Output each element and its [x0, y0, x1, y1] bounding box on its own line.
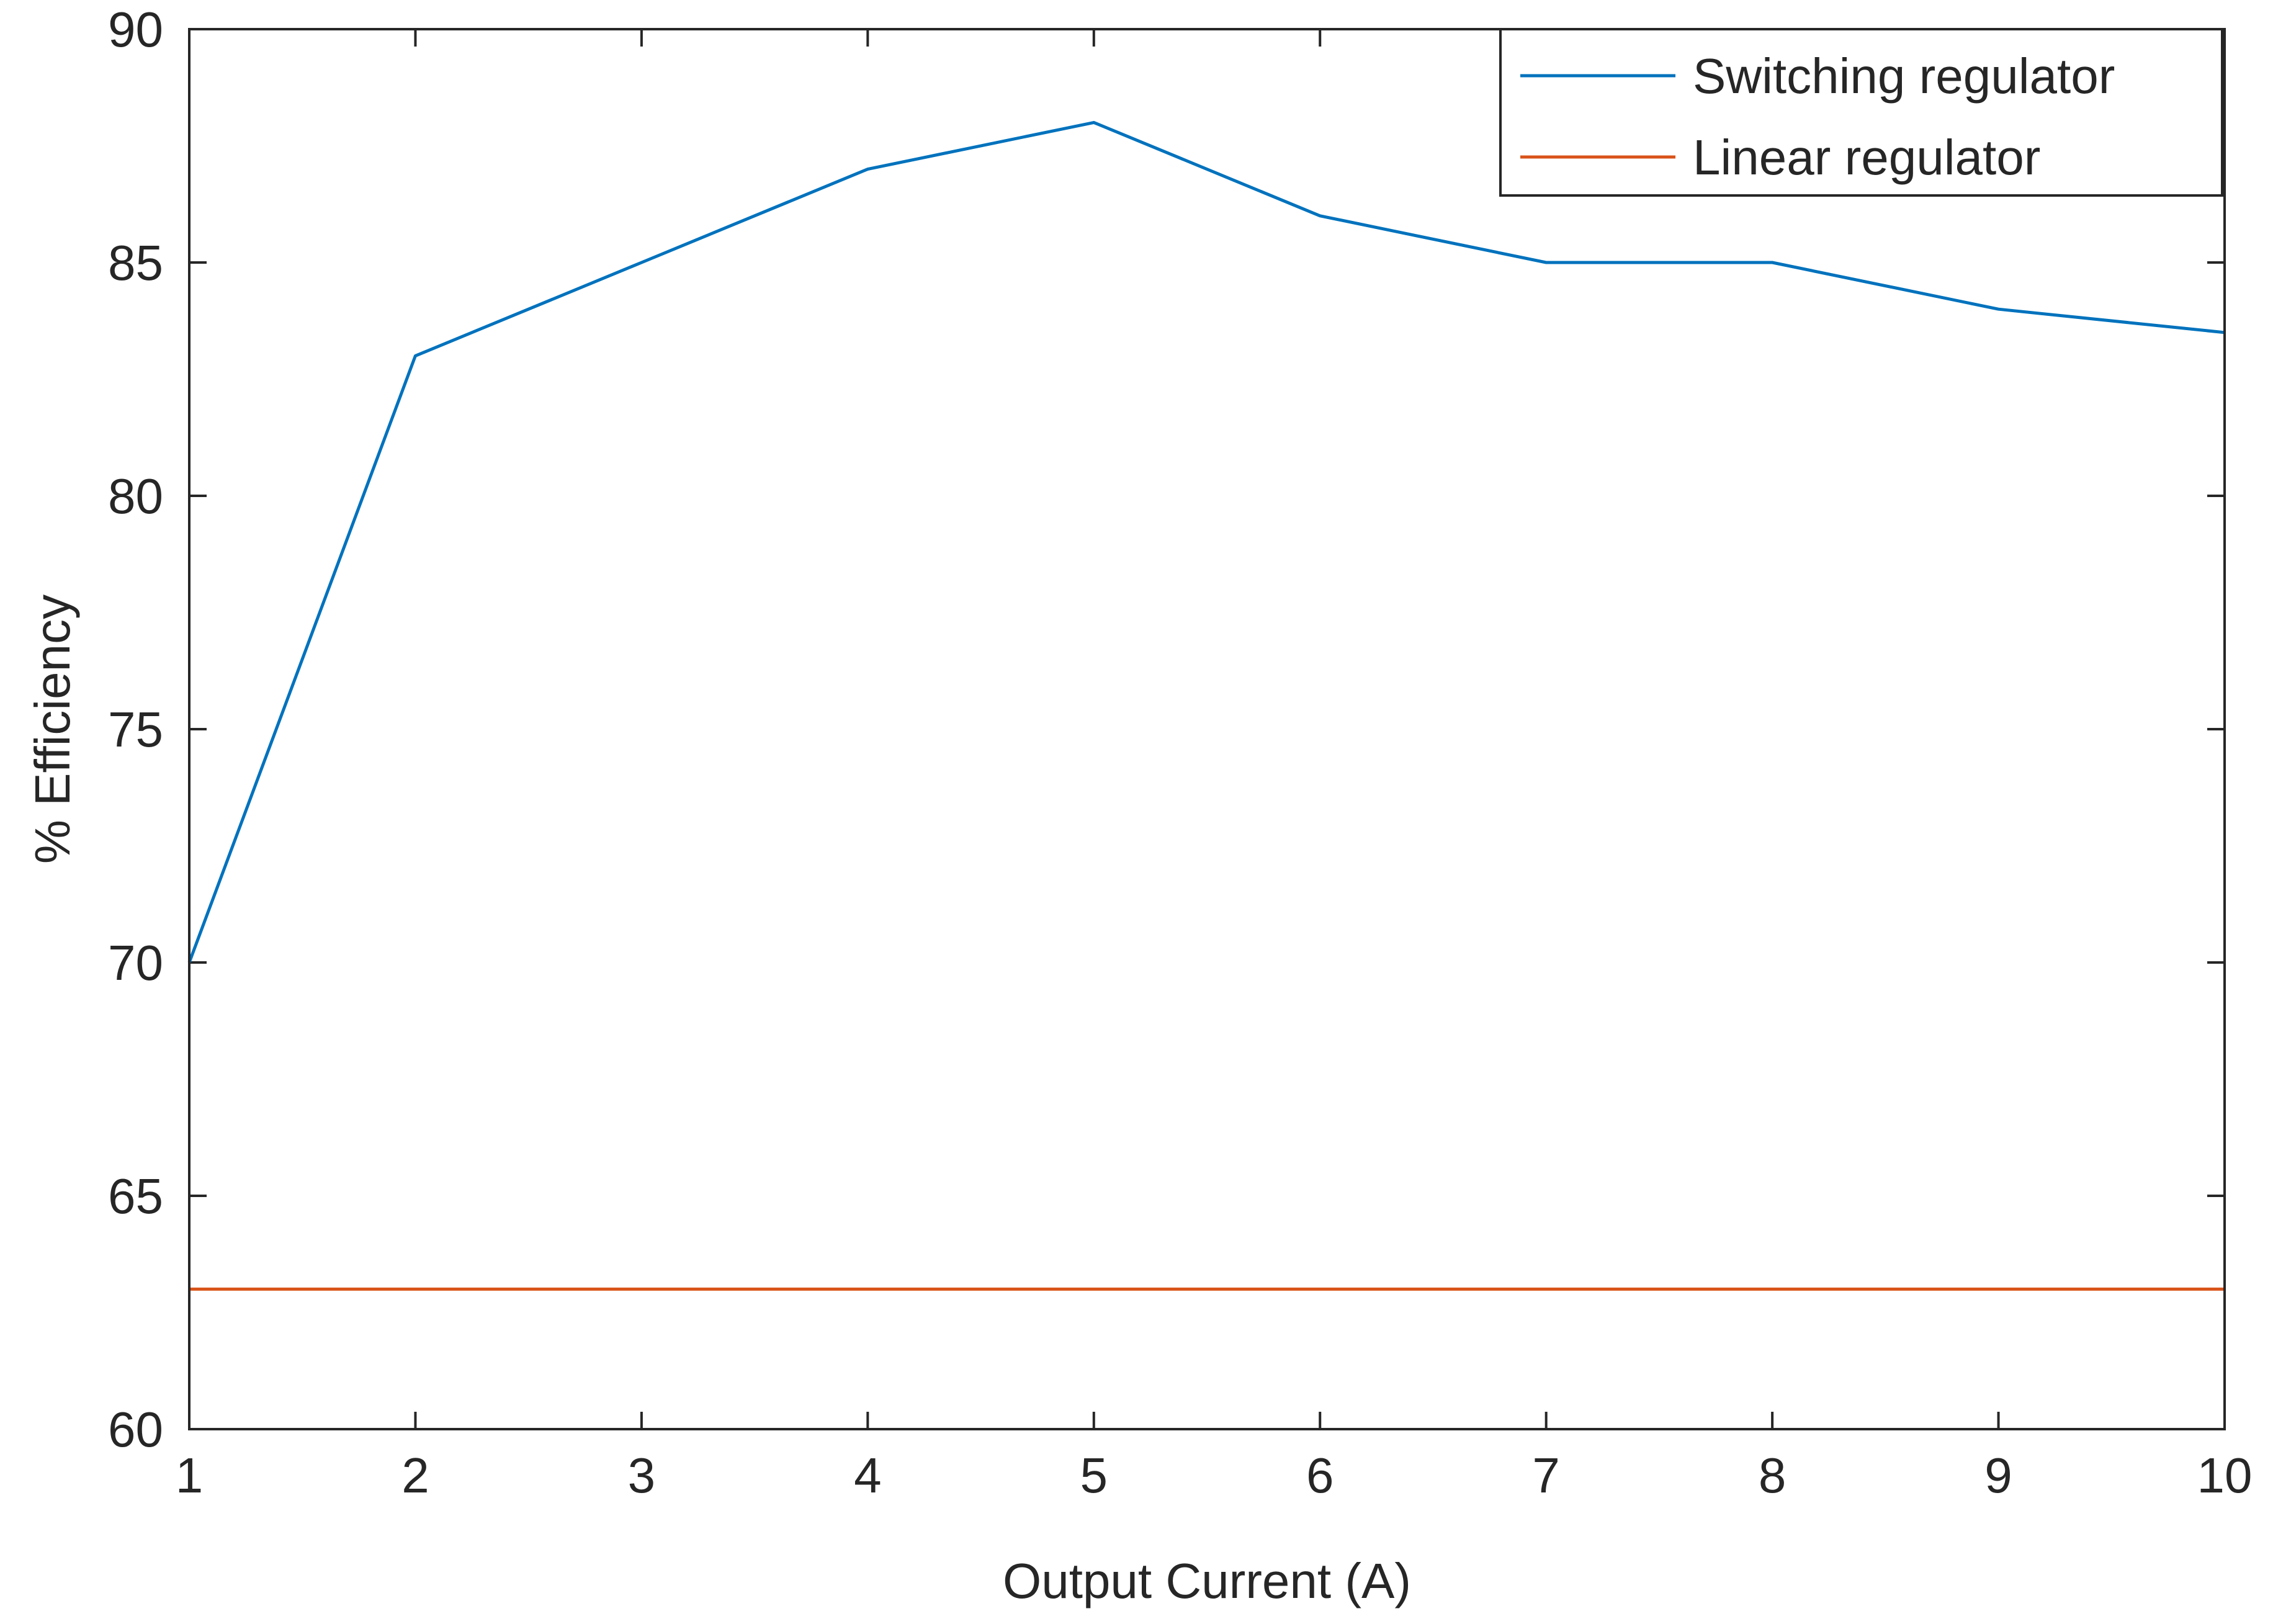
y-tick-label-60: 60 — [108, 1402, 163, 1457]
x-axis-label: Output Current (A) — [1003, 1553, 1411, 1608]
y-tick-label-65: 65 — [108, 1169, 163, 1224]
x-tick-label-7: 7 — [1532, 1448, 1560, 1503]
y-axis-label: % Efficiency — [25, 594, 80, 864]
tick-labels: 1 2 3 4 5 6 7 8 9 10 60 65 70 75 80 85 90 — [108, 2, 2252, 1503]
y-tick-label-80: 80 — [108, 469, 163, 524]
legend-label-linear: Linear regulator — [1693, 130, 2040, 185]
x-tick-label-5: 5 — [1080, 1448, 1108, 1503]
x-tick-label-3: 3 — [628, 1448, 656, 1503]
legend: Switching regulator Linear regulator — [1499, 28, 2223, 197]
y-tick-label-75: 75 — [108, 702, 163, 757]
legend-box — [1499, 28, 2223, 197]
y-tick-label-70: 70 — [108, 935, 163, 990]
x-tick-label-1: 1 — [176, 1448, 204, 1503]
series-line-switching — [187, 120, 2225, 963]
series-lines — [187, 120, 2225, 1291]
x-tick-label-9: 9 — [1984, 1448, 2012, 1503]
x-tick-label-2: 2 — [401, 1448, 429, 1503]
y-tick-label-90: 90 — [108, 2, 163, 57]
y-tick-label-85: 85 — [108, 235, 163, 290]
x-tick-label-8: 8 — [1759, 1448, 1787, 1503]
legend-label-switching: Switching regulator — [1693, 48, 2115, 104]
x-tick-label-6: 6 — [1306, 1448, 1334, 1503]
x-tick-label-4: 4 — [854, 1448, 882, 1503]
axes-box — [188, 28, 2226, 1430]
x-tick-label-10: 10 — [2197, 1448, 2253, 1503]
